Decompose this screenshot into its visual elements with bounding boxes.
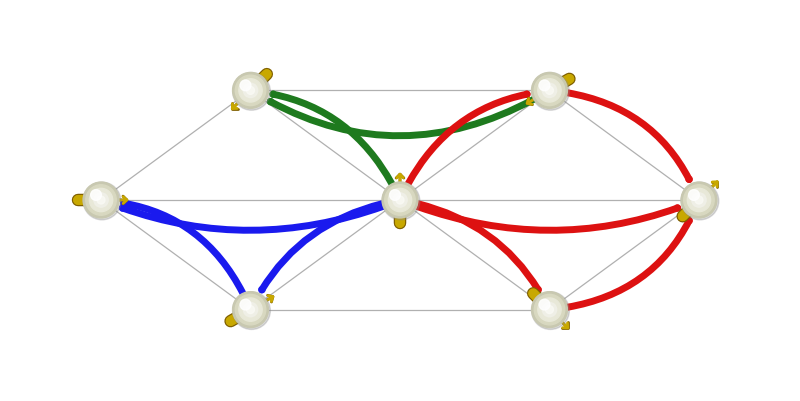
FancyArrowPatch shape xyxy=(567,93,690,180)
Circle shape xyxy=(239,79,262,103)
Circle shape xyxy=(546,306,554,314)
Circle shape xyxy=(396,196,404,205)
Circle shape xyxy=(239,298,262,322)
Circle shape xyxy=(382,183,420,220)
Circle shape xyxy=(243,84,258,98)
Circle shape xyxy=(246,306,254,314)
Circle shape xyxy=(531,73,567,109)
FancyArrowPatch shape xyxy=(567,221,690,308)
Circle shape xyxy=(692,193,706,208)
Circle shape xyxy=(538,298,561,322)
Circle shape xyxy=(235,76,266,106)
Circle shape xyxy=(233,73,269,109)
Circle shape xyxy=(546,87,554,95)
Circle shape xyxy=(534,295,565,325)
Circle shape xyxy=(532,292,570,330)
FancyArrowPatch shape xyxy=(122,207,383,231)
Circle shape xyxy=(235,295,266,325)
FancyArrowPatch shape xyxy=(273,95,392,184)
Circle shape xyxy=(246,87,254,95)
FancyArrowPatch shape xyxy=(123,203,243,294)
Circle shape xyxy=(538,79,561,103)
Circle shape xyxy=(90,189,113,212)
Circle shape xyxy=(385,185,415,216)
Circle shape xyxy=(382,182,418,219)
Circle shape xyxy=(233,73,270,111)
Circle shape xyxy=(233,292,270,330)
FancyArrowPatch shape xyxy=(262,204,382,290)
Circle shape xyxy=(534,76,565,106)
FancyArrowPatch shape xyxy=(408,95,527,184)
Circle shape xyxy=(539,300,550,310)
FancyArrowPatch shape xyxy=(417,207,678,231)
Circle shape xyxy=(83,183,121,220)
Circle shape xyxy=(388,189,412,212)
FancyArrowPatch shape xyxy=(418,204,538,290)
Circle shape xyxy=(97,196,105,205)
Circle shape xyxy=(393,193,407,208)
Circle shape xyxy=(233,292,269,328)
Circle shape xyxy=(689,190,699,201)
Circle shape xyxy=(86,185,116,216)
Circle shape xyxy=(681,183,718,220)
Circle shape xyxy=(687,189,710,212)
Circle shape xyxy=(94,193,108,208)
Circle shape xyxy=(390,190,400,201)
Circle shape xyxy=(539,81,550,91)
Circle shape xyxy=(531,292,567,328)
Circle shape xyxy=(532,73,570,111)
Circle shape xyxy=(542,303,557,317)
Circle shape xyxy=(684,185,714,216)
Circle shape xyxy=(243,303,258,317)
Circle shape xyxy=(240,300,251,310)
Circle shape xyxy=(83,182,119,219)
Circle shape xyxy=(240,81,251,91)
Circle shape xyxy=(90,190,102,201)
Circle shape xyxy=(542,84,557,98)
FancyArrowPatch shape xyxy=(270,100,534,136)
Circle shape xyxy=(681,182,717,219)
Circle shape xyxy=(695,196,703,205)
